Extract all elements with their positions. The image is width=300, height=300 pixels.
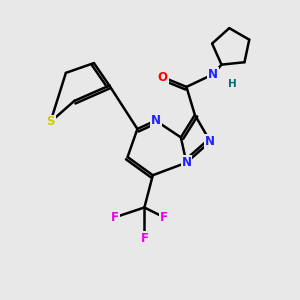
Text: N: N — [205, 135, 215, 148]
Text: S: S — [46, 116, 55, 128]
Text: H: H — [228, 79, 237, 89]
Text: F: F — [140, 232, 148, 245]
Text: F: F — [111, 211, 119, 224]
Text: O: O — [158, 70, 168, 84]
Text: N: N — [151, 114, 160, 127]
Text: N: N — [208, 68, 218, 81]
Text: N: N — [182, 156, 191, 169]
Text: F: F — [160, 211, 168, 224]
